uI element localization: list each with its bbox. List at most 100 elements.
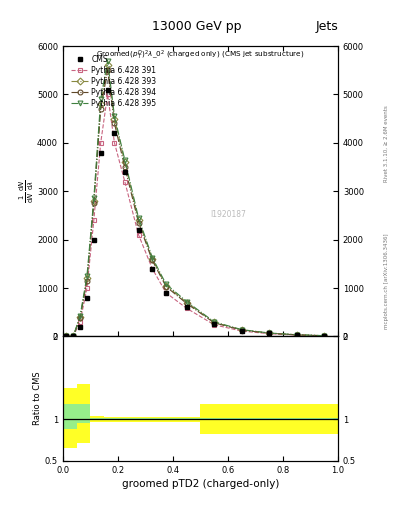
Pythia 6.428 394 [64, 333, 69, 339]
Pythia 6.428 393 [322, 333, 327, 339]
Text: Rivet 3.1.10, ≥ 2.6M events: Rivet 3.1.10, ≥ 2.6M events [384, 105, 389, 182]
Pythia 6.428 395 [105, 57, 110, 63]
Pythia 6.428 393 [212, 319, 217, 326]
Pythia 6.428 393 [71, 333, 75, 339]
CMS [64, 333, 69, 339]
Pythia 6.428 394 [98, 106, 103, 112]
Pythia 6.428 395 [239, 327, 244, 333]
Pythia 6.428 395 [294, 332, 299, 338]
Pythia 6.428 391 [150, 266, 155, 272]
Pythia 6.428 391 [184, 305, 189, 311]
Pythia 6.428 393 [150, 256, 155, 262]
CMS [239, 328, 244, 334]
Pythia 6.428 395 [164, 281, 169, 287]
Pythia 6.428 391 [112, 140, 117, 146]
Pythia 6.428 393 [184, 300, 189, 306]
Pythia 6.428 393 [294, 332, 299, 338]
Pythia 6.428 393 [112, 116, 117, 122]
Text: Groomed$(p_T^D)^2\lambda\_0^2$ (charged only) (CMS jet substructure): Groomed$(p_T^D)^2\lambda\_0^2$ (charged … [96, 49, 305, 62]
CMS [212, 321, 217, 327]
Pythia 6.428 394 [239, 327, 244, 333]
Pythia 6.428 394 [123, 164, 127, 170]
CMS [71, 333, 75, 339]
CMS [184, 304, 189, 310]
Pythia 6.428 393 [78, 314, 83, 320]
Pythia 6.428 393 [98, 101, 103, 107]
Pythia 6.428 394 [164, 284, 169, 290]
Line: CMS: CMS [64, 87, 327, 339]
Pythia 6.428 391 [136, 232, 141, 238]
CMS [105, 87, 110, 93]
Pythia 6.428 395 [136, 215, 141, 221]
Pythia 6.428 393 [136, 217, 141, 223]
CMS [294, 332, 299, 338]
Pythia 6.428 394 [84, 278, 89, 284]
Pythia 6.428 391 [294, 332, 299, 338]
Pythia 6.428 395 [184, 298, 189, 305]
Pythia 6.428 393 [239, 327, 244, 333]
CMS [123, 169, 127, 175]
CMS [84, 294, 89, 301]
Pythia 6.428 395 [123, 157, 127, 163]
Pythia 6.428 391 [123, 179, 127, 185]
Pythia 6.428 391 [92, 217, 96, 223]
CMS [92, 237, 96, 243]
Legend: CMS, Pythia 6.428 391, Pythia 6.428 393, Pythia 6.428 394, Pythia 6.428 395: CMS, Pythia 6.428 391, Pythia 6.428 393,… [70, 53, 158, 109]
Pythia 6.428 395 [98, 96, 103, 102]
Pythia 6.428 395 [78, 313, 83, 319]
Pythia 6.428 394 [150, 258, 155, 264]
CMS [136, 227, 141, 233]
Line: Pythia 6.428 395: Pythia 6.428 395 [64, 58, 327, 339]
Pythia 6.428 395 [71, 333, 75, 339]
Pythia 6.428 391 [212, 322, 217, 328]
Pythia 6.428 395 [267, 330, 272, 336]
Pythia 6.428 391 [322, 333, 327, 339]
CMS [98, 150, 103, 156]
Pythia 6.428 391 [105, 91, 110, 97]
Pythia 6.428 394 [112, 120, 117, 126]
Pythia 6.428 391 [98, 140, 103, 146]
Pythia 6.428 395 [64, 333, 69, 339]
Pythia 6.428 391 [164, 290, 169, 296]
Y-axis label: Ratio to CMS: Ratio to CMS [33, 372, 42, 425]
Text: Jets: Jets [315, 20, 338, 33]
CMS [78, 324, 83, 330]
Pythia 6.428 395 [84, 273, 89, 279]
Pythia 6.428 395 [112, 113, 117, 119]
Pythia 6.428 393 [92, 198, 96, 204]
Text: I1920187: I1920187 [210, 210, 246, 219]
X-axis label: groomed pTD2 (charged-only): groomed pTD2 (charged-only) [122, 479, 279, 489]
Pythia 6.428 394 [212, 320, 217, 326]
Text: 13000 GeV pp: 13000 GeV pp [152, 20, 241, 33]
Pythia 6.428 391 [78, 319, 83, 325]
Y-axis label: $\frac{1}{\mathrm{d}N}\,\frac{\mathrm{d}N}{\mathrm{d}\lambda}$: $\frac{1}{\mathrm{d}N}\,\frac{\mathrm{d}… [17, 179, 35, 203]
CMS [150, 266, 155, 272]
Pythia 6.428 391 [239, 328, 244, 334]
Pythia 6.428 395 [92, 196, 96, 202]
Pythia 6.428 393 [84, 275, 89, 282]
Pythia 6.428 391 [84, 285, 89, 291]
Pythia 6.428 393 [64, 333, 69, 339]
Pythia 6.428 394 [136, 220, 141, 226]
Line: Pythia 6.428 394: Pythia 6.428 394 [64, 68, 327, 339]
Pythia 6.428 395 [212, 319, 217, 325]
Pythia 6.428 394 [184, 301, 189, 307]
CMS [322, 333, 327, 339]
Pythia 6.428 391 [64, 333, 69, 339]
Pythia 6.428 394 [71, 333, 75, 339]
Pythia 6.428 395 [150, 254, 155, 261]
Pythia 6.428 391 [267, 331, 272, 337]
Pythia 6.428 394 [105, 67, 110, 73]
Pythia 6.428 394 [322, 333, 327, 339]
CMS [112, 130, 117, 136]
CMS [267, 330, 272, 336]
Line: Pythia 6.428 393: Pythia 6.428 393 [64, 63, 327, 339]
Pythia 6.428 394 [78, 315, 83, 321]
Pythia 6.428 391 [71, 333, 75, 339]
Pythia 6.428 393 [105, 62, 110, 69]
Pythia 6.428 393 [123, 159, 127, 165]
Pythia 6.428 394 [267, 330, 272, 336]
Pythia 6.428 393 [164, 283, 169, 289]
Pythia 6.428 395 [322, 333, 327, 339]
Pythia 6.428 394 [92, 200, 96, 206]
